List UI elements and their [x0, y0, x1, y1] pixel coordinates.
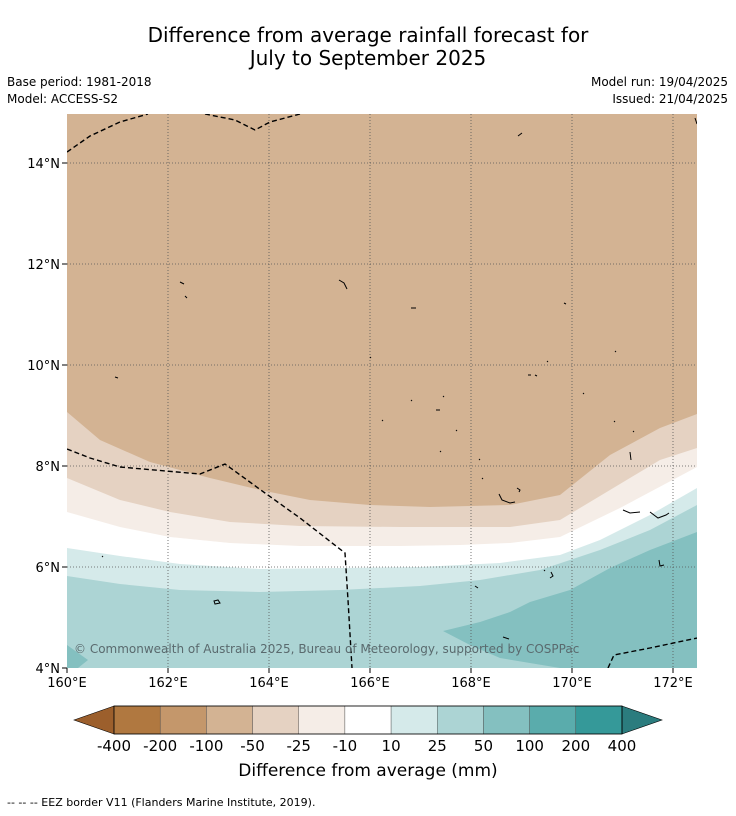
base-period: Base period: 1981-2018 [7, 75, 152, 89]
map-title-line1: Difference from average rainfall forecas… [147, 23, 589, 47]
colorbar-label: 50 [474, 737, 493, 755]
colorbar-label: 400 [608, 737, 637, 755]
meta-left: Base period: 1981-2018 Model: ACCESS-S2 [7, 74, 152, 108]
lon-tick-172e: 172°E [653, 676, 693, 691]
model-name: Model: ACCESS-S2 [7, 92, 119, 106]
issued-date: Issued: 21/04/2025 [612, 92, 728, 106]
copyright-notice: © Commonwealth of Australia 2025, Bureau… [74, 642, 579, 656]
colorbar-label: -50 [240, 737, 265, 755]
lat-tick-10n: 10°N [27, 359, 60, 374]
colorbar: -400 -200 -100 -50 -25 -10 10 25 50 100 200 400 [73, 705, 663, 755]
lon-tick-164e: 164°E [249, 676, 289, 691]
lon-tick-160e: 160°E [47, 676, 87, 691]
eez-footnote: -- -- -- EEZ border V11 (Flanders Marine… [7, 796, 316, 809]
colorbar-label: -200 [143, 737, 177, 755]
lat-tick-12n: 12°N [27, 258, 60, 273]
lon-ticks: 160°E 162°E 164°E 166°E 168°E 170°E 172°… [47, 668, 693, 691]
colorbar-label: 25 [428, 737, 447, 755]
colorbar-cell [575, 705, 623, 735]
lat-tick-14n: 14°N [27, 157, 60, 172]
colorbar-label: -400 [97, 737, 131, 755]
band-plus50-plus100 [443, 532, 697, 668]
islands [101, 117, 697, 640]
rainfall-map: © Commonwealth of Australia 2025, Bureau… [27, 114, 697, 755]
colorbar-cell [298, 705, 346, 735]
lat-ticks: 14°N 12°N 10°N 8°N 6°N 4°N [27, 157, 67, 677]
lon-tick-168e: 168°E [451, 676, 491, 691]
lat-tick-4n: 4°N [36, 662, 61, 677]
colorbar-label: 100 [515, 737, 544, 755]
colorbar-label: 200 [561, 737, 590, 755]
colorbar-title: Difference from average (mm) [238, 761, 498, 781]
colorbar-cell [483, 705, 530, 735]
colorbar-cell [390, 705, 438, 735]
colorbar-cell [206, 705, 253, 735]
colorbar-cell [252, 705, 299, 735]
eez-borders [67, 114, 697, 668]
colorbar-label: -10 [333, 737, 358, 755]
colorbar-cell [529, 705, 577, 735]
colorbar-low-arrow [73, 705, 115, 735]
lon-tick-170e: 170°E [552, 676, 592, 691]
colorbar-label: -100 [189, 737, 223, 755]
lon-tick-166e: 166°E [350, 676, 390, 691]
colorbar-cell [113, 705, 161, 735]
lon-tick-162e: 162°E [148, 676, 188, 691]
colorbar-high-arrow [621, 705, 663, 735]
colorbar-labels: -400 -200 -100 -50 -25 -10 10 25 50 100 200 400 [97, 737, 636, 755]
lat-tick-8n: 8°N [36, 460, 61, 475]
map-title-line2: July to September 2025 [249, 46, 487, 70]
graticule [67, 114, 697, 668]
colorbar-label: -25 [286, 737, 311, 755]
meta-right: Model run: 19/04/2025 Issued: 21/04/2025 [591, 74, 728, 108]
colorbar-frame [113, 705, 623, 735]
colorbar-cells [113, 705, 623, 735]
rainfall-contours [67, 114, 697, 668]
colorbar-label: 10 [382, 737, 401, 755]
colorbar-cell [344, 705, 392, 735]
colorbar-cell [159, 705, 207, 735]
lat-tick-6n: 6°N [36, 561, 61, 576]
band-plus50-plus100-sw [67, 645, 88, 668]
colorbar-cell [437, 705, 484, 735]
model-run: Model run: 19/04/2025 [590, 75, 728, 89]
